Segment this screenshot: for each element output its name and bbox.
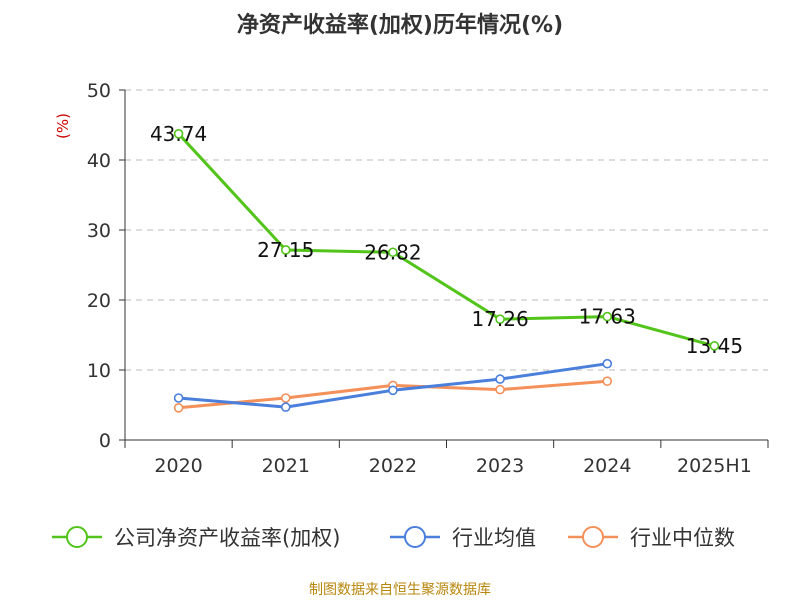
x-tick-label: 2023	[476, 455, 524, 477]
data-label: 26.82	[364, 240, 421, 264]
x-tick-label: 2020	[154, 455, 202, 477]
data-point	[495, 384, 505, 395]
grid-lines	[125, 89, 768, 371]
data-label: 43.74	[150, 122, 207, 146]
series-line	[177, 132, 716, 348]
y-tick-label: 30	[87, 220, 111, 242]
x-tick-label: 2024	[583, 455, 631, 477]
axes: 0 10 20 30 40 50 2020 2021 2022 2023 2024 2025H1	[87, 80, 769, 477]
data-point	[495, 374, 505, 384]
data-point	[280, 402, 291, 412]
y-tick-label: 20	[87, 290, 111, 312]
series-group	[173, 129, 720, 413]
legend: 公司净资产收益率(加权) 行业均值 行业中位数	[52, 526, 735, 550]
legend-item: 行业中位数	[568, 526, 735, 550]
legend-label: 公司净资产收益率(加权)	[114, 526, 340, 550]
data-label: 17.26	[471, 307, 528, 331]
y-tick-label: 0	[99, 430, 111, 452]
x-tick-label: 2021	[262, 455, 310, 477]
data-label: 17.63	[579, 305, 636, 329]
series-1	[173, 358, 613, 412]
y-tick-label: 40	[87, 150, 111, 172]
legend-label: 行业均值	[452, 526, 536, 550]
legend-item: 行业均值	[390, 526, 536, 550]
legend-marker	[582, 526, 604, 548]
data-point	[280, 393, 291, 403]
source-note: 制图数据来自恒生聚源数据库	[309, 582, 491, 598]
y-tick-label: 10	[87, 360, 111, 382]
data-point	[602, 376, 613, 387]
x-tick-label: 2022	[369, 455, 417, 477]
data-point	[173, 393, 184, 403]
legend-marker	[66, 526, 88, 548]
data-label: 27.15	[257, 238, 314, 262]
data-point	[602, 311, 613, 322]
data-point	[280, 245, 291, 255]
data-label: 13.45	[686, 334, 743, 358]
y-axis-label: (%)	[54, 113, 72, 139]
legend-label: 行业中位数	[630, 526, 735, 550]
data-point	[602, 358, 613, 369]
data-point	[388, 385, 398, 396]
chart-title: 净资产收益率(加权)历年情况(%)	[237, 12, 563, 38]
x-tick-label: 2025H1	[677, 455, 752, 477]
legend-marker	[404, 526, 426, 548]
data-point	[173, 129, 184, 139]
y-tick-label: 50	[87, 80, 111, 102]
legend-item: 公司净资产收益率(加权)	[52, 526, 340, 550]
data-labels: 43.74 27.15 26.82 17.26 17.63 13.45	[150, 122, 743, 358]
data-point	[709, 341, 720, 351]
data-point	[388, 247, 398, 258]
data-point	[173, 402, 184, 413]
series-0	[173, 129, 720, 351]
data-point	[495, 314, 505, 324]
